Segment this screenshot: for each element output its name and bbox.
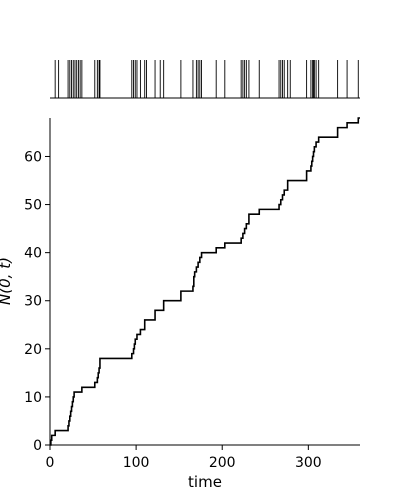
y-tick-label: 10 <box>24 390 42 406</box>
y-tick-label: 50 <box>24 198 42 214</box>
raster-events <box>54 60 359 98</box>
x-axis-ticks: 0 100 200 300 <box>46 445 322 471</box>
x-tick-label: 100 <box>123 455 150 471</box>
x-tick-label: 300 <box>295 455 322 471</box>
x-tick-label: 200 <box>209 455 236 471</box>
step-plot-panel: 0 10 20 30 40 50 60 0 100 200 300 time N(0, t) <box>0 117 360 491</box>
y-tick-label: 0 <box>33 438 42 454</box>
y-tick-label: 60 <box>24 149 42 165</box>
series-line <box>50 117 360 446</box>
x-axis-label: time <box>188 473 222 491</box>
y-axis-ticks: 0 10 20 30 40 50 60 <box>24 149 50 454</box>
y-tick-label: 40 <box>24 246 42 262</box>
y-axis-label: N(0, t) <box>0 257 14 305</box>
event-raster-panel <box>50 60 360 99</box>
y-tick-label: 20 <box>24 342 42 358</box>
y-tick-label: 30 <box>24 294 42 310</box>
x-tick-label: 0 <box>46 455 55 471</box>
